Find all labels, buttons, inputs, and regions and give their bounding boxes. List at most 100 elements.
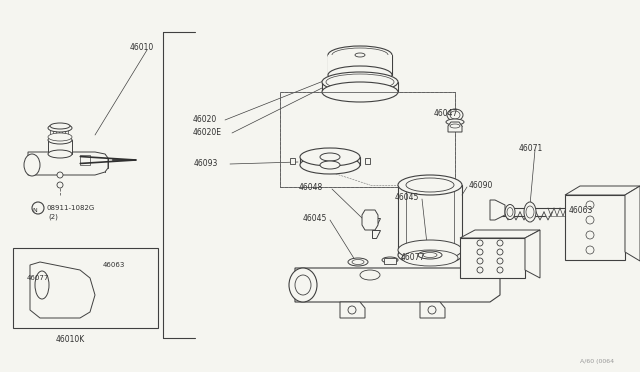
Text: 46093: 46093	[194, 158, 218, 167]
Polygon shape	[365, 158, 370, 164]
Ellipse shape	[406, 178, 454, 192]
Polygon shape	[625, 186, 640, 261]
Text: A/60 (0064: A/60 (0064	[580, 359, 614, 365]
Circle shape	[348, 306, 356, 314]
Ellipse shape	[398, 175, 462, 195]
Ellipse shape	[402, 250, 458, 266]
Text: 46077: 46077	[401, 253, 426, 263]
Text: 46048: 46048	[299, 183, 323, 192]
Circle shape	[57, 172, 63, 178]
Ellipse shape	[50, 123, 70, 129]
Ellipse shape	[526, 206, 534, 218]
Ellipse shape	[300, 148, 360, 166]
Polygon shape	[384, 258, 396, 264]
Polygon shape	[448, 122, 462, 132]
Circle shape	[477, 249, 483, 255]
Ellipse shape	[322, 82, 398, 102]
Ellipse shape	[322, 72, 398, 92]
Ellipse shape	[382, 257, 398, 263]
Circle shape	[428, 306, 436, 314]
Text: (2): (2)	[48, 214, 58, 220]
Ellipse shape	[355, 53, 365, 57]
Ellipse shape	[450, 124, 460, 128]
Polygon shape	[290, 158, 295, 164]
Circle shape	[497, 267, 503, 273]
Ellipse shape	[48, 124, 72, 132]
Ellipse shape	[418, 251, 442, 259]
Ellipse shape	[328, 46, 392, 64]
Ellipse shape	[326, 74, 394, 90]
Ellipse shape	[320, 153, 340, 161]
Polygon shape	[372, 218, 380, 226]
Text: 46020: 46020	[193, 115, 217, 124]
Text: N: N	[33, 208, 37, 212]
Text: 46071: 46071	[519, 144, 543, 153]
Text: 08911-1082G: 08911-1082G	[46, 205, 94, 211]
Polygon shape	[28, 152, 108, 175]
Text: 46047: 46047	[434, 109, 458, 118]
Ellipse shape	[423, 253, 437, 257]
Polygon shape	[48, 140, 72, 154]
Polygon shape	[490, 200, 505, 220]
Text: 46045: 46045	[395, 192, 419, 202]
Ellipse shape	[398, 245, 462, 265]
Polygon shape	[30, 262, 95, 318]
Ellipse shape	[48, 150, 72, 158]
Circle shape	[497, 249, 503, 255]
Circle shape	[497, 258, 503, 264]
Ellipse shape	[352, 260, 364, 264]
Bar	[565, 195, 625, 260]
Ellipse shape	[360, 270, 380, 280]
Text: 46063: 46063	[103, 262, 125, 268]
Polygon shape	[362, 210, 378, 230]
Ellipse shape	[524, 202, 536, 222]
Text: 46010: 46010	[130, 42, 154, 51]
Polygon shape	[372, 230, 380, 238]
Ellipse shape	[24, 154, 40, 176]
Ellipse shape	[320, 161, 340, 169]
Circle shape	[32, 202, 44, 214]
Circle shape	[586, 231, 594, 239]
Circle shape	[477, 258, 483, 264]
Ellipse shape	[450, 111, 460, 119]
Bar	[460, 238, 525, 278]
Ellipse shape	[295, 275, 311, 295]
Polygon shape	[328, 55, 392, 75]
Ellipse shape	[507, 208, 513, 217]
Ellipse shape	[446, 119, 464, 125]
Ellipse shape	[48, 133, 72, 141]
Bar	[280, 92, 455, 187]
Ellipse shape	[332, 48, 388, 62]
Circle shape	[497, 240, 503, 246]
Polygon shape	[340, 302, 365, 318]
Text: 46020E: 46020E	[193, 128, 222, 137]
Ellipse shape	[505, 205, 515, 219]
Ellipse shape	[447, 109, 463, 121]
Bar	[13, 248, 158, 328]
Ellipse shape	[48, 136, 72, 144]
Text: 46063: 46063	[569, 205, 593, 215]
Polygon shape	[420, 302, 445, 318]
Text: 46045: 46045	[303, 214, 328, 222]
Ellipse shape	[398, 240, 462, 260]
Polygon shape	[80, 155, 90, 165]
Circle shape	[477, 267, 483, 273]
Polygon shape	[295, 268, 500, 302]
Circle shape	[586, 246, 594, 254]
Ellipse shape	[348, 258, 368, 266]
Text: 46090: 46090	[469, 180, 493, 189]
Text: 46010K: 46010K	[56, 334, 84, 343]
Polygon shape	[460, 230, 540, 238]
Polygon shape	[525, 230, 540, 278]
Circle shape	[586, 216, 594, 224]
Bar	[280, 92, 455, 187]
Ellipse shape	[328, 66, 392, 84]
Ellipse shape	[300, 156, 360, 174]
Ellipse shape	[35, 271, 49, 299]
Circle shape	[586, 201, 594, 209]
Circle shape	[477, 240, 483, 246]
Polygon shape	[623, 203, 630, 217]
Polygon shape	[565, 186, 640, 195]
Text: 46077: 46077	[27, 275, 49, 281]
Ellipse shape	[289, 268, 317, 302]
